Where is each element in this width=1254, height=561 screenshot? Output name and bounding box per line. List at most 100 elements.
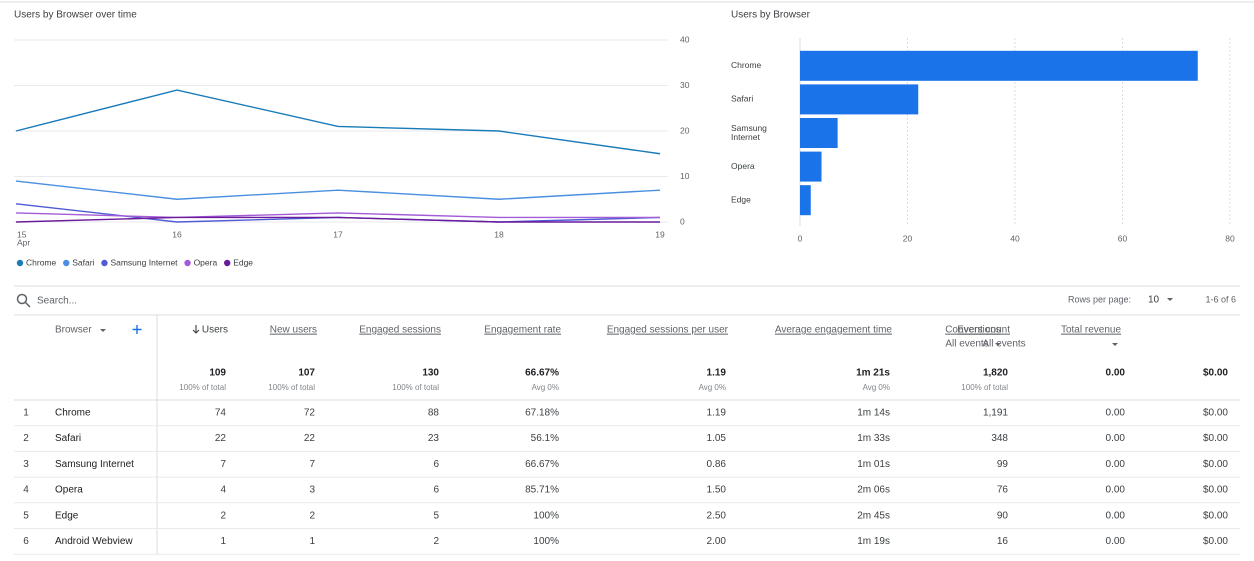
total-note: Avg 0%	[532, 383, 559, 392]
row-metric: $0.00	[1203, 433, 1228, 444]
row-dimension: Android Webview	[55, 536, 133, 547]
column-header[interactable]: Event count	[957, 325, 1010, 336]
row-dimension: Samsung Internet	[55, 459, 134, 470]
row-metric: 4	[220, 485, 226, 496]
column-header[interactable]: Engaged sessions	[359, 325, 441, 336]
row-metric: 0.00	[1106, 407, 1126, 418]
row-metric: 1	[220, 536, 226, 547]
column-header[interactable]: Total revenue	[1061, 325, 1121, 336]
row-dimension: Opera	[55, 485, 83, 496]
series-line	[15, 180, 661, 200]
row-metric: 2.00	[707, 536, 727, 547]
legend-label: Samsung Internet	[110, 257, 178, 267]
legend-label: Edge	[233, 257, 253, 267]
rows-per-page-select[interactable]: 10	[1148, 295, 1160, 306]
browser-dimension-caret[interactable]	[100, 329, 106, 332]
row-metric: 348	[991, 433, 1008, 444]
line-chart-title: Users by Browser over time	[14, 10, 137, 21]
x-tick-label: 80	[1225, 233, 1235, 243]
column-header[interactable]: Engaged sessions per user	[607, 325, 729, 336]
total-value: 109	[209, 368, 226, 379]
row-metric: 67.18%	[525, 407, 559, 418]
row-metric: 1,191	[983, 407, 1008, 418]
add-dimension-button[interactable]	[132, 325, 142, 334]
bar	[800, 50, 1198, 81]
legend-swatch	[184, 259, 191, 267]
total-note: 100% of total	[961, 383, 1008, 392]
legend-swatch	[101, 259, 108, 267]
row-metric: 1.19	[707, 407, 727, 418]
total-value: 1.19	[707, 368, 727, 379]
row-dimension: Chrome	[55, 407, 91, 418]
column-header[interactable]: Conversions	[945, 325, 1001, 336]
column-sublabel[interactable]: All events	[945, 339, 988, 350]
x-tick-label: 40	[1010, 233, 1020, 243]
row-metric: 100%	[533, 510, 559, 521]
row-metric: 16	[997, 536, 1009, 547]
row-metric: 2.50	[707, 510, 727, 521]
event-count-caret[interactable]	[995, 343, 1001, 346]
legend-swatch	[16, 259, 24, 267]
total-value: 1m 21s	[856, 368, 890, 379]
column-header[interactable]: Engagement rate	[484, 325, 561, 336]
legend-label: Chrome	[26, 257, 57, 267]
row-metric: 2	[220, 510, 226, 521]
column-sublabel[interactable]: All events	[982, 339, 1025, 350]
legend-swatch	[63, 259, 70, 267]
row-metric: 90	[997, 510, 1009, 521]
column-header[interactable]: Browser	[55, 325, 92, 336]
column-header[interactable]: New users	[270, 325, 317, 336]
y-tick-label: 40	[680, 34, 690, 44]
row-metric: 5	[433, 510, 439, 521]
x-month-label: Apr	[17, 237, 30, 247]
row-metric: $0.00	[1203, 485, 1228, 496]
column-header[interactable]: Average engagement time	[775, 325, 893, 336]
row-metric: 99	[997, 459, 1009, 470]
x-tick-label: 20	[903, 233, 913, 243]
total-value: 130	[422, 368, 439, 379]
row-metric: 76	[997, 485, 1009, 496]
x-tick-label: 15	[17, 229, 27, 239]
bar	[800, 84, 919, 115]
category-label: Samsung Internet	[731, 123, 767, 142]
row-dimension: Safari	[55, 433, 81, 444]
row-metric: $0.00	[1203, 407, 1228, 418]
total-value: $0.00	[1203, 368, 1228, 379]
search-placeholder[interactable]: Search...	[37, 296, 77, 307]
column-header[interactable]: Users	[202, 325, 228, 336]
row-metric: 0.86	[707, 459, 727, 470]
x-tick-label: 16	[172, 229, 182, 239]
total-value: 66.67%	[525, 368, 559, 379]
category-label: Safari	[731, 94, 753, 104]
row-index: 3	[23, 459, 29, 470]
row-metric: 6	[433, 485, 439, 496]
row-metric: $0.00	[1203, 459, 1228, 470]
row-metric: 22	[304, 433, 316, 444]
row-metric: 0.00	[1106, 485, 1126, 496]
row-index: 6	[23, 536, 29, 547]
row-metric: $0.00	[1203, 536, 1228, 547]
bar	[800, 118, 838, 148]
row-dimension: Edge	[55, 510, 79, 521]
row-metric: 3	[309, 485, 315, 496]
row-metric: 2	[309, 510, 315, 521]
legend-label: Opera	[194, 257, 218, 267]
search-box[interactable]: Search...	[16, 293, 78, 308]
row-metric: 66.67%	[525, 459, 559, 470]
category-label: Chrome	[731, 60, 762, 70]
row-metric: 6	[433, 459, 439, 470]
row-metric: 56.1%	[531, 433, 559, 444]
legend-label: Safari	[72, 257, 94, 267]
y-tick-label: 10	[680, 171, 690, 181]
dropdown-caret[interactable]	[1167, 298, 1173, 301]
y-tick-label: 0	[680, 216, 685, 226]
row-metric: 1m 01s	[857, 459, 890, 470]
bar	[800, 185, 811, 216]
x-tick-label: 60	[1118, 233, 1128, 243]
row-index: 4	[23, 485, 29, 496]
total-value: 107	[298, 368, 315, 379]
conversions-caret[interactable]	[1112, 343, 1118, 346]
row-index: 5	[23, 510, 29, 521]
